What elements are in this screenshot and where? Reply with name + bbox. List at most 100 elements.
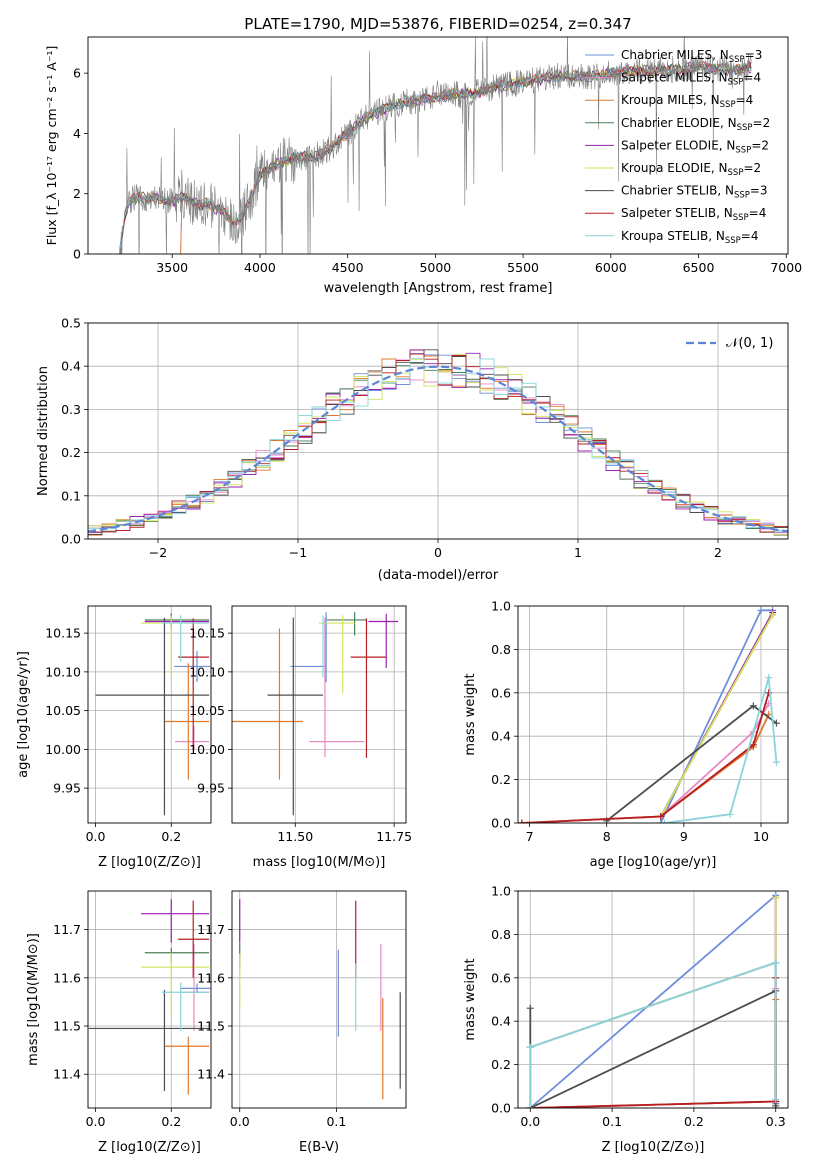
y-tick-label: 0.2 xyxy=(491,1057,511,1072)
x-tick-label: 0.0 xyxy=(86,1114,106,1129)
mass-weight-marker xyxy=(657,812,665,820)
mass-weight-plot-area xyxy=(526,891,780,1108)
axes-frame xyxy=(87,605,212,824)
x-axis-label: (data-model)/error xyxy=(378,568,499,583)
y-tick-label: 10.05 xyxy=(189,703,225,718)
mass-weight-marker xyxy=(657,819,665,823)
x-tick-label: 5500 xyxy=(507,260,539,275)
y-tick-label: 11.6 xyxy=(197,970,225,985)
mass-weight-marker xyxy=(749,741,757,749)
y-tick-label: 4 xyxy=(73,126,81,141)
y-tick-label: 0.3 xyxy=(61,402,81,417)
mass-weight-marker xyxy=(518,819,526,823)
y-tick-label: 11.4 xyxy=(53,1067,81,1082)
mass-weight-line xyxy=(529,961,777,1108)
y-axis-label: mass weight xyxy=(463,673,478,755)
x-tick-label: 0.0 xyxy=(520,1114,540,1129)
y-tick-label: 0.4 xyxy=(491,729,511,744)
mass-weight-line xyxy=(659,614,774,817)
y-tick-label: 0.8 xyxy=(491,642,511,657)
y-tick-label: 0.2 xyxy=(491,772,511,787)
x-tick-label: 7 xyxy=(526,829,534,844)
legend-entry: Kroupa MILES, NSSP=4 xyxy=(621,93,753,110)
mass-weight-marker xyxy=(772,894,780,902)
x-axis-label: Z [log10(Z/Z⊙)] xyxy=(602,1140,705,1155)
y-tick-label: 11.7 xyxy=(53,922,81,937)
y-tick-label: 1.0 xyxy=(491,884,511,899)
y-tick-label: 0.6 xyxy=(491,685,511,700)
y-tick-label: 11.7 xyxy=(197,922,225,937)
legend-entry: Chabrier STELIB, NSSP=3 xyxy=(621,184,768,201)
x-tick-label: 1 xyxy=(574,545,582,560)
mass-weight-marker xyxy=(772,1095,780,1103)
age-vs-Z-panel: 0.0 0.2 9.95 10.00 10.05 10.10 10.15 Z [log10(Z… xyxy=(16,605,212,870)
x-tick-label: 5000 xyxy=(419,260,451,275)
mass-weight-vs-Z-panel: 0.0 0.1 0.2 0.3 0.0 0.2 0.4 0.6 0.8 1.0 Z [log10(Z… xyxy=(463,884,789,1155)
y-tick-label: 0.4 xyxy=(491,1014,511,1029)
mass-weight-line xyxy=(529,893,777,1108)
axes-frame xyxy=(517,605,789,824)
y-tick-label: 11.5 xyxy=(53,1019,81,1034)
y-tick-label: 0.6 xyxy=(491,970,511,985)
x-axis-label: E(B-V) xyxy=(299,1140,339,1155)
mass-weight-marker xyxy=(769,611,777,619)
spectrum-panel: 3500 4000 4500 5000 5500 6000 6500 7000 0 2 4 6 wave… xyxy=(44,36,802,296)
mass-weight-line xyxy=(530,999,777,1108)
mass-vs-Z-panel: 0.0 0.2 11.4 11.5 11.6 11.7 Z [log10(Z/Z⊙)] mas… xyxy=(26,890,212,1155)
x-tick-label: 3500 xyxy=(156,260,188,275)
residual-histogram xyxy=(88,357,788,531)
legend-entry: Kroupa ELODIE, NSSP=2 xyxy=(621,161,761,178)
y-tick-label: 10.05 xyxy=(45,703,81,718)
legend-entry: Chabrier ELODIE, NSSP=2 xyxy=(621,116,770,133)
x-tick-label: 6500 xyxy=(683,260,715,275)
legend-entry: Kroupa STELIB, NSSP=4 xyxy=(621,229,759,246)
normal-curve xyxy=(88,365,788,533)
legend-entry: 𝒩(0, 1) xyxy=(726,336,773,351)
y-tick-label: 0.5 xyxy=(61,316,81,331)
x-tick-label: 2 xyxy=(714,545,722,560)
y-axis-label: age [log10(age/yr)] xyxy=(16,651,31,778)
mass-weight-vs-age-panel: 7 8 9 10 0.0 0.2 0.4 0.6 0.8 1.0 age [log10(age/yr… xyxy=(463,599,789,870)
mass-weight-marker xyxy=(772,758,780,766)
x-tick-label: −1 xyxy=(289,545,307,560)
y-tick-label: 11.6 xyxy=(53,970,81,985)
model-spectrum-line xyxy=(119,60,752,254)
x-tick-label: 9 xyxy=(680,829,688,844)
mass-weight-marker xyxy=(749,702,757,710)
mass-vs-EBV-panel: 0.0 0.1 11.4 11.5 11.6 11.7 E(B-V) xyxy=(197,890,407,1155)
x-tick-label: 0.0 xyxy=(86,829,106,844)
mass-weight-plot-area xyxy=(518,606,780,823)
errorbar-plot-area xyxy=(95,613,211,816)
x-tick-label: 10 xyxy=(753,829,769,844)
x-tick-label: 0.1 xyxy=(602,1114,622,1129)
errorbar-plot-area xyxy=(232,612,399,816)
y-axis-label: mass weight xyxy=(463,958,478,1040)
mass-weight-marker xyxy=(765,689,773,697)
y-tick-label: 0.0 xyxy=(61,532,81,547)
x-tick-label: 0.2 xyxy=(684,1114,704,1129)
residuals-panel: −2 −1 0 1 2 0.0 0.1 0.2 0.3 0.4 0.5 𝒩(0, 1) (data-mo… xyxy=(36,316,789,583)
spectrum-plot-area xyxy=(119,37,752,254)
x-tick-label: 0.3 xyxy=(766,1114,786,1129)
y-tick-label: 9.95 xyxy=(53,781,81,796)
y-tick-label: 0.0 xyxy=(491,816,511,831)
x-tick-label: 0.2 xyxy=(161,1114,181,1129)
y-tick-label: 10.00 xyxy=(189,742,225,757)
legend-entry: Salpeter MILES, NSSP=4 xyxy=(621,71,761,88)
x-axis-label: Z [log10(Z/Z⊙)] xyxy=(98,1140,201,1155)
y-tick-label: 0.0 xyxy=(491,1101,511,1116)
mass-weight-line xyxy=(529,989,777,1108)
legend-entry: Salpeter STELIB, NSSP=4 xyxy=(621,206,766,223)
y-tick-label: 11.4 xyxy=(197,1067,225,1082)
axes-frame xyxy=(87,890,212,1109)
x-tick-label: 0.2 xyxy=(161,829,181,844)
mass-weight-marker xyxy=(757,606,765,614)
y-axis-label: mass [log10(M/M⊙)] xyxy=(26,933,41,1066)
mass-weight-marker xyxy=(526,1004,534,1012)
model-spectrum-line xyxy=(119,60,752,254)
axes-frame xyxy=(87,322,789,540)
x-axis-label: wavelength [Angstrom, rest frame] xyxy=(324,281,553,296)
figure-title: PLATE=1790, MJD=53876, FIBERID=0254, z=0… xyxy=(244,15,631,33)
y-tick-label: 0.1 xyxy=(61,488,81,503)
